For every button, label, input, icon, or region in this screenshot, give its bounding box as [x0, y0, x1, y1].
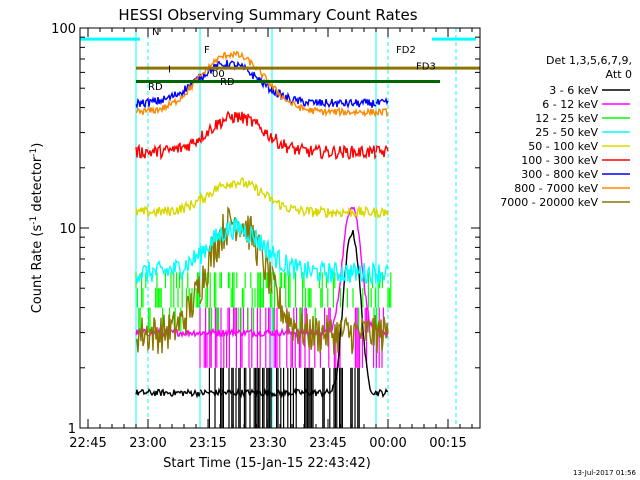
- x-tick-label: 00:15: [429, 436, 466, 451]
- series-25-50-kev: [135, 217, 389, 285]
- legend-entry-label: 6 - 12 keV: [542, 98, 598, 111]
- x-tick-label: 23:00: [129, 436, 166, 451]
- x-axis: 22:45 23:00 23:15 23:30 23:45 00:00 00:15: [69, 28, 473, 451]
- series-100-300-kev-trace: [271, 133, 377, 161]
- series-7000-20000-kev-trace: [375, 316, 389, 354]
- series-800-7000-kev-trace: [271, 83, 377, 118]
- x-tick-label: 22:45: [69, 436, 106, 451]
- x-tick-label: 23:15: [189, 436, 226, 451]
- legend-entry-label: 800 - 7000 keV: [514, 182, 598, 195]
- legend-entry-label: 50 - 100 keV: [528, 140, 598, 153]
- series-3-6-kev-flare-trace: [375, 387, 389, 399]
- y-tick-label: 100: [51, 22, 76, 37]
- x-tick-label: 23:30: [249, 436, 286, 451]
- legend-entry-label: 300 - 800 keV: [521, 168, 598, 181]
- series-12-25-kev: [135, 272, 392, 333]
- series-25-50-kev-trace: [271, 245, 377, 285]
- series-25-50-kev-trace: [199, 217, 273, 264]
- series-50-100-kev: [135, 177, 389, 220]
- y-axis: 1 10 100: [51, 22, 480, 437]
- x-axis-label: Start Time (15-Jan-15 22:43:42): [163, 456, 371, 471]
- series-6-12-kev-flare-trace: [199, 327, 273, 339]
- series-50-100-kev-trace: [375, 206, 389, 220]
- series-3-6-kev: [208, 367, 360, 428]
- annotation-label: RD: [220, 77, 235, 88]
- annotation-label: F: [204, 45, 210, 56]
- chart-title: HESSI Observing Summary Count Rates: [118, 6, 417, 24]
- series-50-100-kev-trace: [199, 177, 273, 205]
- plot-frame: [79, 27, 481, 429]
- series-300-800-kev-trace: [271, 86, 377, 109]
- series-25-50-kev-trace: [135, 247, 201, 284]
- legend-entry-label: 3 - 6 keV: [549, 84, 598, 97]
- x-tick-label: 00:00: [369, 436, 406, 451]
- series-100-300-kev-trace: [199, 110, 273, 145]
- annotation-label: FD3: [416, 62, 436, 73]
- x-tick-label: 23:45: [309, 436, 346, 451]
- series-800-7000-kev-trace: [375, 107, 389, 118]
- annotation-label: 00: [212, 69, 225, 80]
- legend-entry-label: 100 - 300 keV: [521, 154, 598, 167]
- y-tick-label: 10: [59, 222, 76, 237]
- series-25-50-kev-trace: [375, 263, 389, 284]
- annotation-label: FD2: [396, 45, 416, 56]
- annotation-label: I: [168, 64, 171, 75]
- series-7000-20000-kev: [135, 206, 389, 355]
- series-7000-20000-kev-trace: [271, 266, 377, 355]
- legend-header-line2: Att 0: [606, 68, 632, 81]
- series-800-7000-kev-trace: [199, 50, 273, 88]
- y-tick-label: 1: [68, 422, 76, 437]
- legend-entry-label: 7000 - 20000 keV: [500, 196, 598, 209]
- series-800-7000-kev: [135, 50, 389, 118]
- series-7000-20000-kev-trace: [199, 206, 273, 305]
- series-800-7000-kev-trace: [135, 73, 201, 116]
- footer-date: 13-Jul-2017 01:56: [573, 469, 637, 477]
- annotation-label: N: [152, 27, 159, 38]
- legend-entry-label: 12 - 25 keV: [535, 112, 598, 125]
- series-6-12-kev: [199, 307, 384, 368]
- legend-entry-label: 25 - 50 keV: [535, 126, 598, 139]
- series-3-6-kev-flare-trace: [199, 387, 273, 399]
- series-100-300-kev-trace: [135, 137, 201, 161]
- series-50-100-kev-trace: [271, 196, 377, 219]
- legend-header-line1: Det 1,3,5,6,7,9,: [546, 54, 632, 67]
- y-axis-label: Count Rate (s-1 detector-1): [29, 143, 45, 314]
- series-300-800-kev-trace: [375, 96, 389, 106]
- series-100-300-kev: [135, 110, 389, 161]
- series-50-100-kev-trace: [135, 195, 201, 219]
- series-7000-20000-kev-trace: [135, 276, 201, 354]
- series-3-6-kev-flare-trace: [135, 388, 201, 399]
- annotation-label: RD: [148, 82, 163, 93]
- series-100-300-kev-trace: [375, 144, 389, 158]
